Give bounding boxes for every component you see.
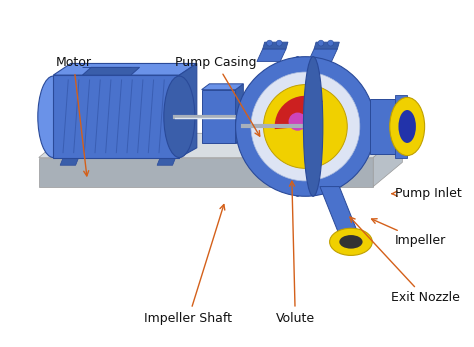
Polygon shape <box>308 49 337 61</box>
Polygon shape <box>157 155 176 165</box>
Polygon shape <box>284 91 292 135</box>
Polygon shape <box>257 49 286 61</box>
Polygon shape <box>39 133 402 158</box>
Text: Volute: Volute <box>276 181 315 325</box>
Polygon shape <box>82 67 140 75</box>
Ellipse shape <box>390 98 425 155</box>
Text: Exit Nozzle: Exit Nozzle <box>350 217 459 304</box>
Wedge shape <box>274 96 323 129</box>
Polygon shape <box>53 75 179 158</box>
Polygon shape <box>245 96 284 135</box>
Polygon shape <box>394 95 407 158</box>
Circle shape <box>236 57 375 196</box>
Circle shape <box>289 112 307 131</box>
Text: Pump Casing: Pump Casing <box>175 56 260 136</box>
Polygon shape <box>179 64 197 158</box>
Circle shape <box>276 40 282 46</box>
Polygon shape <box>263 42 288 49</box>
Circle shape <box>251 72 360 181</box>
Circle shape <box>318 40 324 46</box>
Text: Impeller: Impeller <box>372 219 447 247</box>
Polygon shape <box>201 84 243 90</box>
Text: Impeller Shaft: Impeller Shaft <box>145 204 232 325</box>
Ellipse shape <box>286 57 309 196</box>
Polygon shape <box>370 99 400 154</box>
Ellipse shape <box>303 57 323 196</box>
Ellipse shape <box>339 235 363 249</box>
Polygon shape <box>314 42 339 49</box>
Polygon shape <box>341 234 365 240</box>
Polygon shape <box>320 187 361 240</box>
Polygon shape <box>39 158 373 187</box>
Polygon shape <box>236 84 243 143</box>
Polygon shape <box>60 155 80 165</box>
Ellipse shape <box>38 76 69 158</box>
Polygon shape <box>201 90 236 143</box>
Text: Pump Inlet: Pump Inlet <box>392 187 462 200</box>
Ellipse shape <box>329 228 372 255</box>
Polygon shape <box>53 64 197 75</box>
Circle shape <box>264 85 347 168</box>
Circle shape <box>328 40 334 46</box>
Circle shape <box>258 84 272 98</box>
Polygon shape <box>373 133 402 187</box>
Circle shape <box>266 40 273 46</box>
Ellipse shape <box>399 110 416 143</box>
Ellipse shape <box>164 76 195 158</box>
Text: Motor: Motor <box>55 56 91 176</box>
